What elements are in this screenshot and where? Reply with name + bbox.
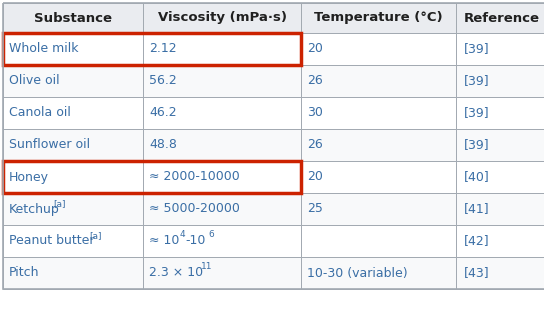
Bar: [456, 161, 544, 193]
Text: 2.12: 2.12: [149, 42, 177, 56]
Text: [39]: [39]: [464, 75, 490, 87]
Bar: [3, 33, 143, 65]
Text: Peanut butter: Peanut butter: [9, 234, 95, 248]
Text: [39]: [39]: [464, 107, 490, 120]
Text: Sunflower oil: Sunflower oil: [9, 138, 90, 152]
Text: 30: 30: [307, 107, 323, 120]
Bar: [3, 97, 143, 129]
Text: 25: 25: [307, 203, 323, 216]
Text: 56.2: 56.2: [149, 75, 177, 87]
Bar: [301, 193, 456, 225]
Bar: [301, 97, 456, 129]
Bar: [3, 3, 143, 33]
Text: Temperature (°C): Temperature (°C): [314, 11, 443, 25]
Bar: [3, 257, 143, 289]
Bar: [301, 225, 456, 257]
Bar: [3, 33, 301, 65]
Bar: [3, 65, 143, 97]
Text: Ketchup: Ketchup: [9, 203, 60, 216]
Bar: [143, 225, 301, 257]
Bar: [456, 97, 544, 129]
Text: [a]: [a]: [89, 231, 102, 240]
Bar: [3, 3, 544, 289]
Text: [a]: [a]: [53, 199, 65, 208]
Text: 6: 6: [208, 230, 214, 239]
Bar: [3, 161, 301, 193]
Text: [39]: [39]: [464, 138, 490, 152]
Text: Substance: Substance: [34, 11, 112, 25]
Text: Pitch: Pitch: [9, 266, 40, 279]
Bar: [301, 65, 456, 97]
Bar: [143, 129, 301, 161]
Text: 2.3 × 10: 2.3 × 10: [149, 266, 203, 279]
Text: 11: 11: [201, 262, 213, 271]
Text: 4: 4: [180, 230, 186, 239]
Bar: [143, 97, 301, 129]
Bar: [456, 257, 544, 289]
Bar: [456, 33, 544, 65]
Bar: [3, 129, 143, 161]
Bar: [143, 3, 301, 33]
Bar: [143, 161, 301, 193]
Bar: [143, 65, 301, 97]
Bar: [143, 193, 301, 225]
Text: Canola oil: Canola oil: [9, 107, 71, 120]
Bar: [301, 129, 456, 161]
Bar: [301, 161, 456, 193]
Text: 26: 26: [307, 75, 323, 87]
Bar: [456, 225, 544, 257]
Text: ≈ 10: ≈ 10: [149, 234, 180, 248]
Text: ≈ 5000-20000: ≈ 5000-20000: [149, 203, 240, 216]
Text: Whole milk: Whole milk: [9, 42, 78, 56]
Bar: [456, 65, 544, 97]
Bar: [301, 257, 456, 289]
Bar: [456, 129, 544, 161]
Bar: [3, 225, 143, 257]
Bar: [143, 33, 301, 65]
Text: [39]: [39]: [464, 42, 490, 56]
Text: -10: -10: [185, 234, 206, 248]
Text: 20: 20: [307, 170, 323, 183]
Bar: [3, 193, 143, 225]
Bar: [3, 161, 143, 193]
Text: 46.2: 46.2: [149, 107, 177, 120]
Text: Honey: Honey: [9, 170, 49, 183]
Text: 48.8: 48.8: [149, 138, 177, 152]
Text: [42]: [42]: [464, 234, 490, 248]
Text: 26: 26: [307, 138, 323, 152]
Bar: [301, 33, 456, 65]
Text: [40]: [40]: [464, 170, 490, 183]
Text: [43]: [43]: [464, 266, 490, 279]
Text: ≈ 2000-10000: ≈ 2000-10000: [149, 170, 240, 183]
Bar: [143, 257, 301, 289]
Bar: [456, 193, 544, 225]
Text: [41]: [41]: [464, 203, 490, 216]
Text: 10-30 (variable): 10-30 (variable): [307, 266, 407, 279]
Text: Reference: Reference: [463, 11, 540, 25]
Bar: [301, 3, 456, 33]
Text: Olive oil: Olive oil: [9, 75, 60, 87]
Text: 20: 20: [307, 42, 323, 56]
Text: Viscosity (mPa·s): Viscosity (mPa·s): [158, 11, 287, 25]
Bar: [456, 3, 544, 33]
